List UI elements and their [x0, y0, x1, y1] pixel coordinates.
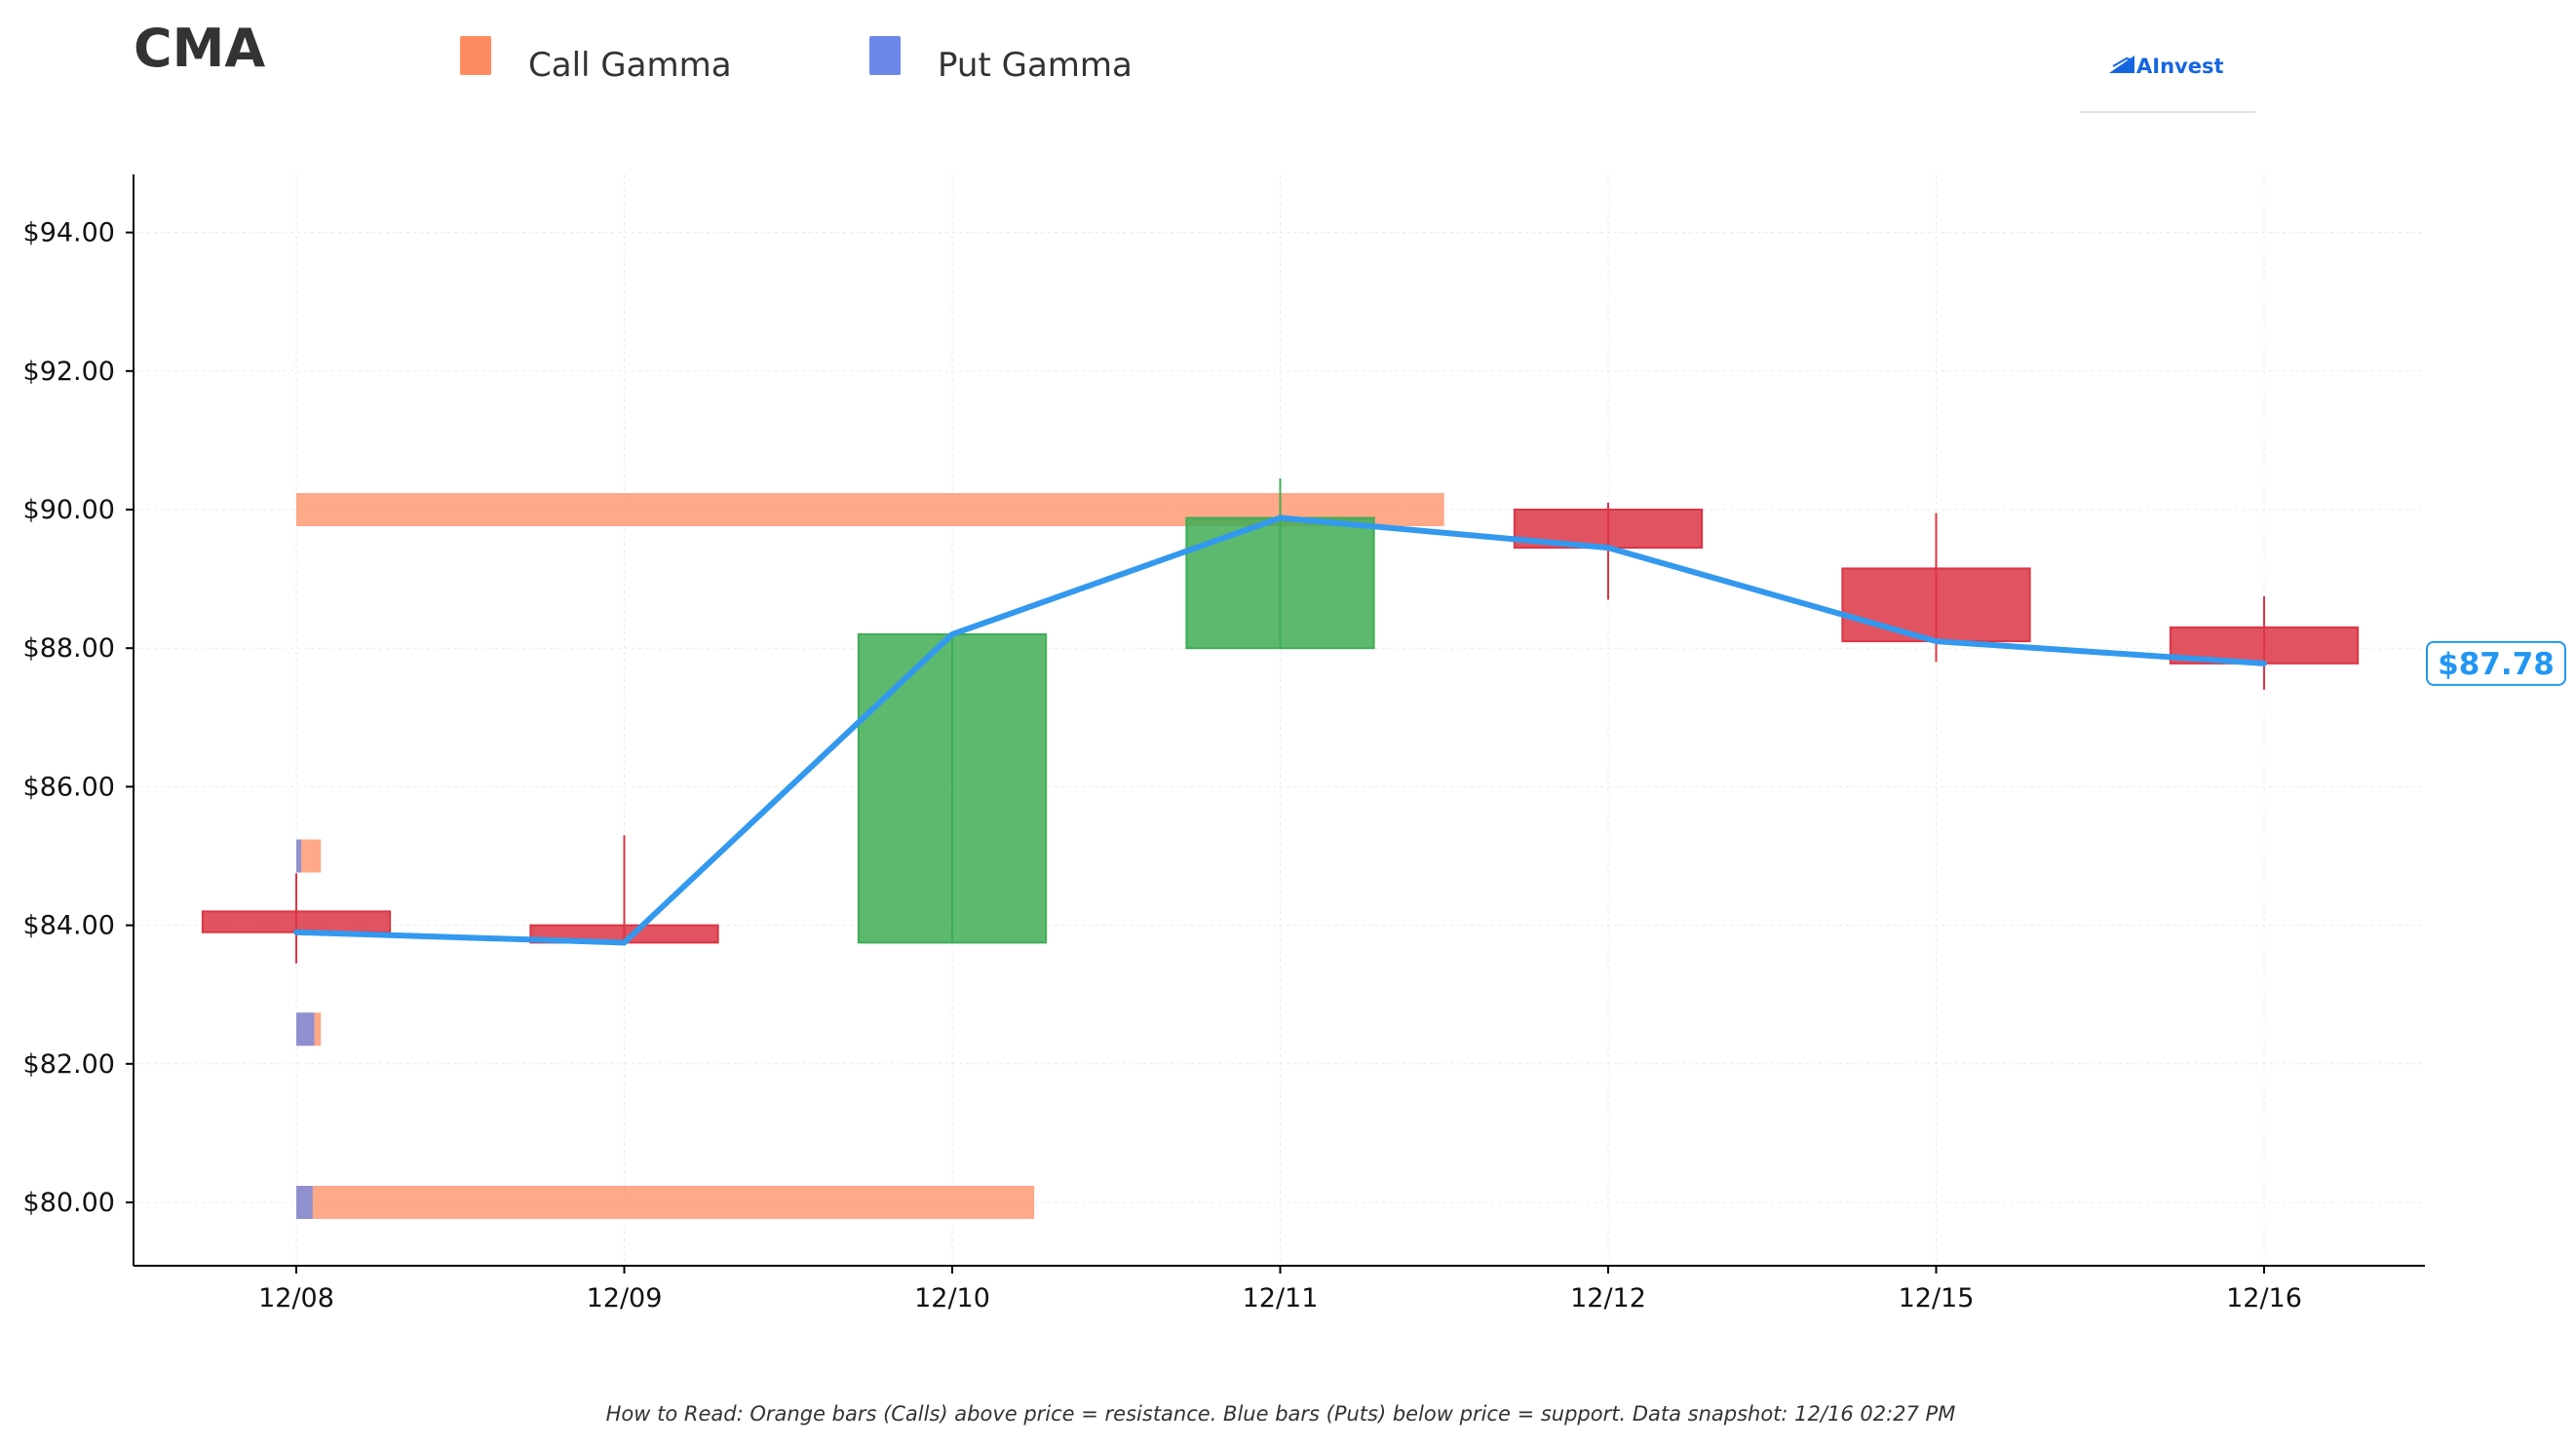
price-tag-label: $87.78: [2438, 647, 2555, 682]
put-gamma-bar-3: [296, 1186, 313, 1219]
axes: $80.00 $82.00 $84.00 $86.00 $88.00 $90.00 $92.…: [23, 174, 2425, 1313]
ainvest-logo: AInvest: [2080, 55, 2255, 113]
chart-title: CMA: [134, 18, 265, 79]
candle-body-0: [201, 910, 392, 933]
y-tick-label-6: $92.00: [23, 357, 115, 387]
x-tick-label-6: 12/16: [2226, 1283, 2302, 1313]
x-tick-label-3: 12/11: [1243, 1283, 1319, 1313]
legend-put-swatch: [869, 36, 901, 75]
y-tick-label-4: $88.00: [23, 633, 115, 664]
candle-body-3: [1185, 516, 1375, 650]
chart-logo-icon: [2109, 56, 2134, 73]
put-gamma-bar-1: [296, 839, 302, 873]
y-tick-label-2: $84.00: [23, 911, 115, 941]
call-gamma-bar-3: [296, 1186, 1035, 1219]
x-tick-label-4: 12/12: [1570, 1283, 1646, 1313]
put-gamma-bar-2: [296, 1012, 315, 1046]
legend-call-swatch: [460, 36, 491, 75]
x-tick-label-2: 12/10: [914, 1283, 990, 1313]
logo-rise-icon: [2112, 57, 2134, 67]
x-tick-label-5: 12/15: [1899, 1283, 1975, 1313]
price-tag-box: [2426, 640, 2566, 686]
x-tick-label-0: 12/08: [258, 1283, 334, 1313]
candle-body-5: [1841, 567, 2031, 643]
gamma-bars: [296, 493, 1444, 1219]
grid-lines: [134, 174, 2425, 1266]
y-tick-label-3: $86.00: [23, 772, 115, 802]
y-tick-label-0: $80.00: [23, 1188, 115, 1218]
footnote: How to Read: Orange bars (Calls) above p…: [606, 1402, 1956, 1426]
candle-body-2: [857, 632, 1048, 944]
candles: [201, 478, 2360, 964]
y-tick-label-5: $90.00: [23, 495, 115, 525]
close-price-line-group: [293, 514, 2267, 946]
x-tick-label-1: 12/09: [587, 1283, 663, 1313]
legend-call-label: Call Gamma: [528, 46, 732, 85]
current-price-tag: $87.78: [2426, 640, 2566, 686]
y-tick-label-7: $94.00: [23, 218, 115, 248]
y-tick-label-1: $82.00: [23, 1049, 115, 1080]
legend-put-label: Put Gamma: [938, 46, 1133, 85]
close-price-line: [293, 514, 2267, 946]
logo-text: AInvest: [2136, 55, 2224, 78]
